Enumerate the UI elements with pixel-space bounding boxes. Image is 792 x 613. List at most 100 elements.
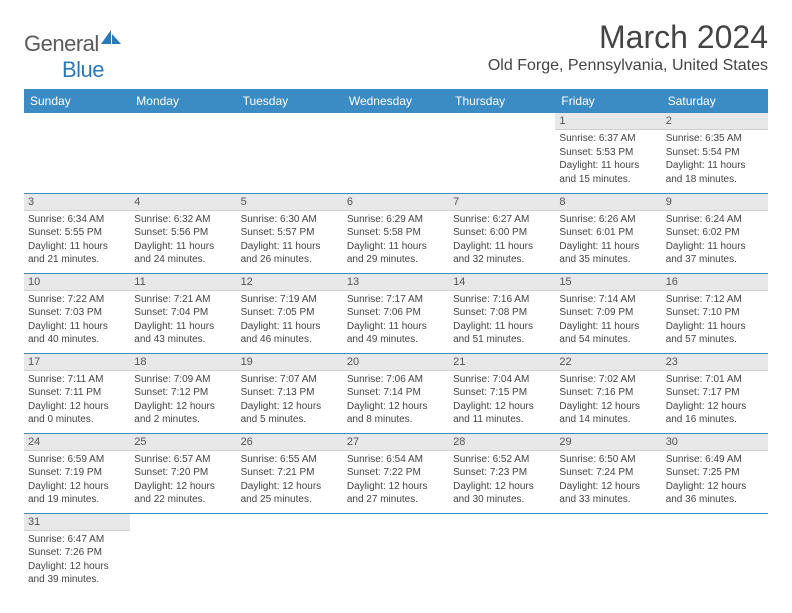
day-number: 15 (555, 274, 661, 291)
day-details: Sunrise: 7:22 AMSunset: 7:03 PMDaylight:… (24, 291, 130, 351)
day-number: 25 (130, 434, 236, 451)
weekday-header-row: Sunday Monday Tuesday Wednesday Thursday… (24, 89, 768, 113)
day-details: Sunrise: 6:29 AMSunset: 5:58 PMDaylight:… (343, 211, 449, 271)
calendar-cell: 29Sunrise: 6:50 AMSunset: 7:24 PMDayligh… (555, 433, 661, 513)
day-details: Sunrise: 6:49 AMSunset: 7:25 PMDaylight:… (662, 451, 768, 511)
day-details: Sunrise: 6:59 AMSunset: 7:19 PMDaylight:… (24, 451, 130, 511)
weekday-header: Sunday (24, 89, 130, 113)
day-details: Sunrise: 6:47 AMSunset: 7:26 PMDaylight:… (24, 531, 130, 591)
calendar-cell: 5Sunrise: 6:30 AMSunset: 5:57 PMDaylight… (237, 193, 343, 273)
day-details: Sunrise: 6:50 AMSunset: 7:24 PMDaylight:… (555, 451, 661, 511)
day-number: 16 (662, 274, 768, 291)
calendar-cell: 19Sunrise: 7:07 AMSunset: 7:13 PMDayligh… (237, 353, 343, 433)
calendar-cell: 18Sunrise: 7:09 AMSunset: 7:12 PMDayligh… (130, 353, 236, 433)
sail-icon (101, 28, 123, 51)
calendar-cell (343, 513, 449, 593)
calendar-cell: 28Sunrise: 6:52 AMSunset: 7:23 PMDayligh… (449, 433, 555, 513)
calendar-cell: 15Sunrise: 7:14 AMSunset: 7:09 PMDayligh… (555, 273, 661, 353)
calendar-cell: 12Sunrise: 7:19 AMSunset: 7:05 PMDayligh… (237, 273, 343, 353)
calendar-cell: 11Sunrise: 7:21 AMSunset: 7:04 PMDayligh… (130, 273, 236, 353)
day-details: Sunrise: 6:32 AMSunset: 5:56 PMDaylight:… (130, 211, 236, 271)
calendar-cell (343, 113, 449, 193)
day-number: 20 (343, 354, 449, 371)
day-number: 28 (449, 434, 555, 451)
day-details: Sunrise: 6:35 AMSunset: 5:54 PMDaylight:… (662, 130, 768, 190)
calendar-cell: 4Sunrise: 6:32 AMSunset: 5:56 PMDaylight… (130, 193, 236, 273)
day-details: Sunrise: 6:27 AMSunset: 6:00 PMDaylight:… (449, 211, 555, 271)
weekday-header: Thursday (449, 89, 555, 113)
day-number: 31 (24, 514, 130, 531)
calendar-row: 31Sunrise: 6:47 AMSunset: 7:26 PMDayligh… (24, 513, 768, 593)
calendar-cell: 9Sunrise: 6:24 AMSunset: 6:02 PMDaylight… (662, 193, 768, 273)
calendar-cell (555, 513, 661, 593)
calendar-cell: 20Sunrise: 7:06 AMSunset: 7:14 PMDayligh… (343, 353, 449, 433)
calendar-cell: 17Sunrise: 7:11 AMSunset: 7:11 PMDayligh… (24, 353, 130, 433)
day-number: 7 (449, 194, 555, 211)
calendar-cell: 16Sunrise: 7:12 AMSunset: 7:10 PMDayligh… (662, 273, 768, 353)
calendar-row: 17Sunrise: 7:11 AMSunset: 7:11 PMDayligh… (24, 353, 768, 433)
calendar-cell: 2Sunrise: 6:35 AMSunset: 5:54 PMDaylight… (662, 113, 768, 193)
calendar-cell (662, 513, 768, 593)
day-number: 21 (449, 354, 555, 371)
calendar-cell (237, 113, 343, 193)
calendar-cell: 26Sunrise: 6:55 AMSunset: 7:21 PMDayligh… (237, 433, 343, 513)
day-number: 9 (662, 194, 768, 211)
day-number: 27 (343, 434, 449, 451)
calendar-cell (449, 113, 555, 193)
day-details: Sunrise: 6:37 AMSunset: 5:53 PMDaylight:… (555, 130, 661, 190)
day-number: 23 (662, 354, 768, 371)
logo-text-general: General (24, 31, 99, 57)
calendar-cell (24, 113, 130, 193)
day-details: Sunrise: 6:54 AMSunset: 7:22 PMDaylight:… (343, 451, 449, 511)
weekday-header: Wednesday (343, 89, 449, 113)
day-details: Sunrise: 7:17 AMSunset: 7:06 PMDaylight:… (343, 291, 449, 351)
day-number: 6 (343, 194, 449, 211)
day-details: Sunrise: 7:07 AMSunset: 7:13 PMDaylight:… (237, 371, 343, 431)
calendar-cell: 6Sunrise: 6:29 AMSunset: 5:58 PMDaylight… (343, 193, 449, 273)
day-details: Sunrise: 6:34 AMSunset: 5:55 PMDaylight:… (24, 211, 130, 271)
day-number: 1 (555, 113, 661, 130)
calendar-cell: 30Sunrise: 6:49 AMSunset: 7:25 PMDayligh… (662, 433, 768, 513)
day-number: 12 (237, 274, 343, 291)
calendar-cell: 14Sunrise: 7:16 AMSunset: 7:08 PMDayligh… (449, 273, 555, 353)
logo-text-blue: Blue (62, 57, 104, 83)
calendar-cell: 13Sunrise: 7:17 AMSunset: 7:06 PMDayligh… (343, 273, 449, 353)
calendar-cell: 21Sunrise: 7:04 AMSunset: 7:15 PMDayligh… (449, 353, 555, 433)
calendar-cell: 22Sunrise: 7:02 AMSunset: 7:16 PMDayligh… (555, 353, 661, 433)
day-number: 10 (24, 274, 130, 291)
calendar-cell: 24Sunrise: 6:59 AMSunset: 7:19 PMDayligh… (24, 433, 130, 513)
calendar-cell (237, 513, 343, 593)
day-details: Sunrise: 6:30 AMSunset: 5:57 PMDaylight:… (237, 211, 343, 271)
day-number: 18 (130, 354, 236, 371)
day-details: Sunrise: 7:14 AMSunset: 7:09 PMDaylight:… (555, 291, 661, 351)
month-title: March 2024 (488, 20, 768, 55)
day-number: 26 (237, 434, 343, 451)
calendar-cell: 7Sunrise: 6:27 AMSunset: 6:00 PMDaylight… (449, 193, 555, 273)
weekday-header: Saturday (662, 89, 768, 113)
day-details: Sunrise: 7:19 AMSunset: 7:05 PMDaylight:… (237, 291, 343, 351)
calendar-cell: 8Sunrise: 6:26 AMSunset: 6:01 PMDaylight… (555, 193, 661, 273)
calendar-row: 10Sunrise: 7:22 AMSunset: 7:03 PMDayligh… (24, 273, 768, 353)
day-details: Sunrise: 7:21 AMSunset: 7:04 PMDaylight:… (130, 291, 236, 351)
day-details: Sunrise: 7:06 AMSunset: 7:14 PMDaylight:… (343, 371, 449, 431)
day-details: Sunrise: 7:04 AMSunset: 7:15 PMDaylight:… (449, 371, 555, 431)
day-number: 4 (130, 194, 236, 211)
calendar-cell: 10Sunrise: 7:22 AMSunset: 7:03 PMDayligh… (24, 273, 130, 353)
calendar-cell: 27Sunrise: 6:54 AMSunset: 7:22 PMDayligh… (343, 433, 449, 513)
calendar-cell: 3Sunrise: 6:34 AMSunset: 5:55 PMDaylight… (24, 193, 130, 273)
day-details: Sunrise: 7:16 AMSunset: 7:08 PMDaylight:… (449, 291, 555, 351)
location: Old Forge, Pennsylvania, United States (488, 57, 768, 75)
day-number: 30 (662, 434, 768, 451)
calendar-cell (449, 513, 555, 593)
day-number: 5 (237, 194, 343, 211)
day-number: 3 (24, 194, 130, 211)
day-details: Sunrise: 7:11 AMSunset: 7:11 PMDaylight:… (24, 371, 130, 431)
day-details: Sunrise: 7:12 AMSunset: 7:10 PMDaylight:… (662, 291, 768, 351)
weekday-header: Monday (130, 89, 236, 113)
calendar-table: Sunday Monday Tuesday Wednesday Thursday… (24, 89, 768, 593)
calendar-row: 24Sunrise: 6:59 AMSunset: 7:19 PMDayligh… (24, 433, 768, 513)
day-details: Sunrise: 7:09 AMSunset: 7:12 PMDaylight:… (130, 371, 236, 431)
day-details: Sunrise: 6:57 AMSunset: 7:20 PMDaylight:… (130, 451, 236, 511)
day-number: 17 (24, 354, 130, 371)
day-number: 11 (130, 274, 236, 291)
